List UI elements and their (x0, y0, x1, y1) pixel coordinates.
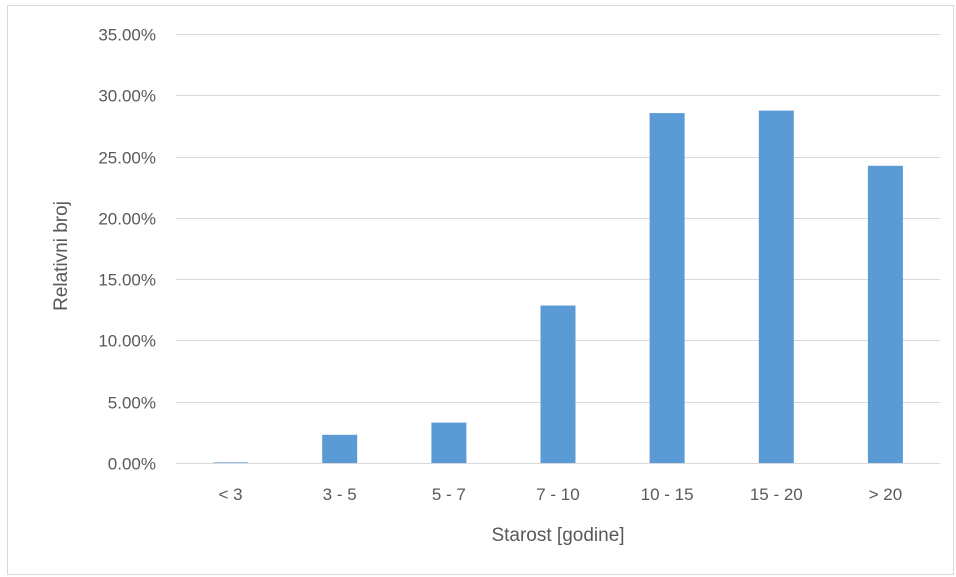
bar (758, 110, 794, 463)
y-tick-label: 10.00% (98, 332, 156, 351)
y-tick-label: 20.00% (98, 210, 156, 229)
y-tick-label: 5.00% (108, 394, 156, 413)
y-tick-label: 15.00% (98, 271, 156, 290)
x-tick-label: > 20 (869, 485, 903, 504)
bars (213, 110, 903, 464)
bar (867, 165, 903, 464)
x-tick-label: 5 - 7 (432, 485, 466, 504)
x-axis-tick-labels: < 3 3 - 5 5 - 7 7 - 10 10 - 15 15 - 20 > 20 (219, 485, 903, 504)
bar (431, 422, 467, 463)
y-tick-label: 0.00% (108, 455, 156, 474)
y-axis-tick-labels: 0.00% 5.00% 10.00% 15.00% 20.00% 25.00% 30.00%… (98, 26, 156, 474)
x-tick-label: 3 - 5 (323, 485, 357, 504)
x-tick-label: 7 - 10 (536, 485, 579, 504)
gridlines (176, 34, 940, 464)
x-tick-label: 10 - 15 (641, 485, 694, 504)
chart-area (7, 5, 954, 575)
x-axis-title: Starost [godine] (491, 525, 624, 546)
bar (649, 113, 685, 463)
bar (322, 434, 358, 463)
x-tick-label: < 3 (219, 485, 243, 504)
y-axis-title: Relativni broj (51, 201, 72, 311)
y-tick-label: 35.00% (98, 26, 156, 45)
y-tick-label: 25.00% (98, 149, 156, 168)
x-tick-label: 15 - 20 (750, 485, 803, 504)
bar (540, 305, 576, 463)
y-tick-label: 30.00% (98, 87, 156, 106)
bar (213, 462, 249, 463)
